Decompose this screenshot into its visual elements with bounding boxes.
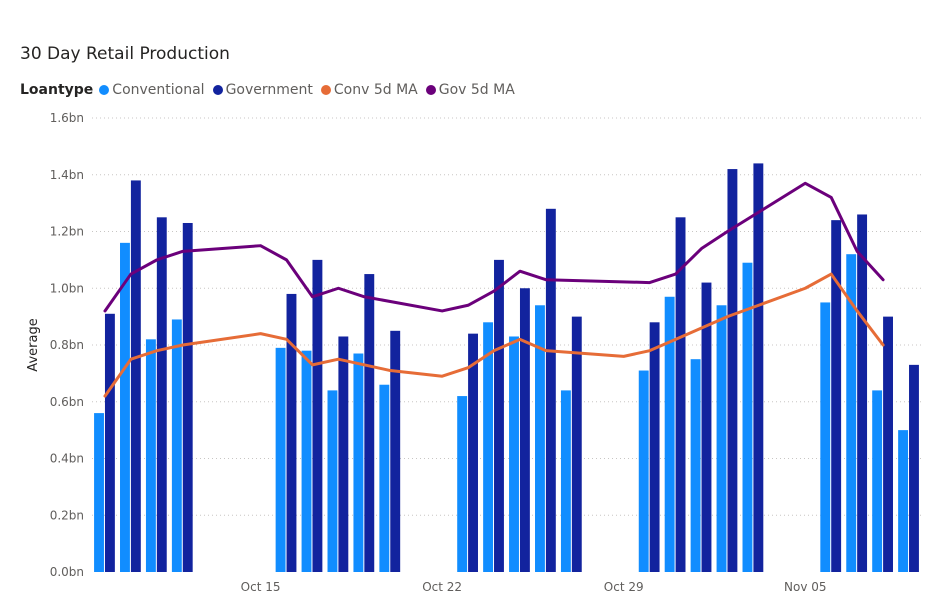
x-tick-label: Oct 15 <box>241 580 281 594</box>
bar-government <box>909 364 919 572</box>
legend-dot-conventional <box>99 85 110 95</box>
bar-government <box>701 282 712 572</box>
legend-dot-conv-5d-ma <box>320 85 331 95</box>
bar-conventional <box>457 396 468 572</box>
x-tick-label: Oct 29 <box>604 580 644 594</box>
y-tick-label: 1.2bn <box>50 225 84 239</box>
chart-title: 30 Day Retail Production <box>20 44 230 64</box>
bar-government <box>727 169 738 572</box>
bar-conventional <box>275 347 286 572</box>
x-tick-label: Nov 05 <box>784 580 827 594</box>
bar-government <box>156 217 167 572</box>
bar-conventional <box>535 305 545 572</box>
bar-conventional <box>509 336 519 572</box>
bar-government <box>182 222 193 573</box>
y-tick-label: 0.8bn <box>50 338 84 352</box>
bar-conventional <box>171 319 182 572</box>
bar-conventional <box>716 305 727 572</box>
bar-government <box>571 316 582 572</box>
bar-government <box>831 220 842 572</box>
bar-government <box>390 330 401 572</box>
bar-conventional <box>327 390 338 572</box>
bar-conventional <box>120 242 130 572</box>
y-tick-label: 0.4bn <box>50 452 84 466</box>
y-tick-label: 1.4bn <box>50 168 84 182</box>
bar-conventional <box>898 430 909 572</box>
y-axis-label: Average <box>26 318 41 371</box>
bar-government <box>312 259 323 572</box>
bar-government <box>494 259 504 572</box>
bar-government <box>675 217 686 572</box>
y-tick-label: 1.0bn <box>50 281 84 295</box>
y-tick-label: 0.2bn <box>50 508 84 522</box>
bar-conventional <box>560 390 571 572</box>
bar-government <box>519 288 530 572</box>
bar-conventional <box>145 339 156 572</box>
legend-dot-gov-5d-ma <box>425 85 436 95</box>
y-tick-label: 0.0bn <box>50 565 84 579</box>
line-conv-5d-ma <box>103 272 885 398</box>
bar-conventional <box>690 359 701 572</box>
legend-item-conventional[interactable]: Conventional <box>99 82 205 98</box>
bar-conventional <box>820 302 831 572</box>
legend-item-conv-5d-ma[interactable]: Conv 5d MA <box>320 82 418 98</box>
bar-conventional <box>353 353 364 572</box>
line-gov-5d-ma <box>103 181 885 313</box>
bar-conventional <box>94 413 104 572</box>
bar-government <box>753 163 764 572</box>
bar-conventional <box>872 390 883 572</box>
legend-label-conv-5d-ma: Conv 5d MA <box>333 82 418 98</box>
legend-label-gov-5d-ma: Gov 5d MA <box>438 82 515 98</box>
bar-conventional <box>379 384 390 572</box>
x-tick-label: Oct 22 <box>422 580 462 594</box>
bar-conventional <box>846 254 857 572</box>
legend-label-government: Government <box>225 82 313 98</box>
bar-government <box>883 316 893 572</box>
bar-conventional <box>664 296 675 572</box>
bar-government <box>130 180 141 573</box>
bar-conventional <box>301 350 312 572</box>
legend-item-government[interactable]: Government <box>212 82 313 98</box>
bar-government <box>545 208 556 573</box>
bar-government <box>364 274 375 572</box>
bar-government <box>649 322 660 572</box>
bar-government <box>857 214 868 572</box>
bar-conventional <box>483 322 494 572</box>
legend: Loantype Conventional Government Conv 5d… <box>20 82 523 98</box>
bar-government <box>286 293 297 572</box>
bar-conventional <box>638 370 649 572</box>
legend-title: Loantype <box>20 82 94 98</box>
bar-government <box>104 313 115 572</box>
legend-label-conventional: Conventional <box>112 82 205 98</box>
bar-conventional <box>742 262 753 572</box>
legend-item-gov-5d-ma[interactable]: Gov 5d MA <box>425 82 515 98</box>
bar-government <box>468 333 478 572</box>
bar-government <box>338 336 349 572</box>
legend-dot-government <box>212 85 223 95</box>
y-tick-label: 0.6bn <box>50 395 84 409</box>
y-tick-label: 1.6bn <box>50 111 84 125</box>
